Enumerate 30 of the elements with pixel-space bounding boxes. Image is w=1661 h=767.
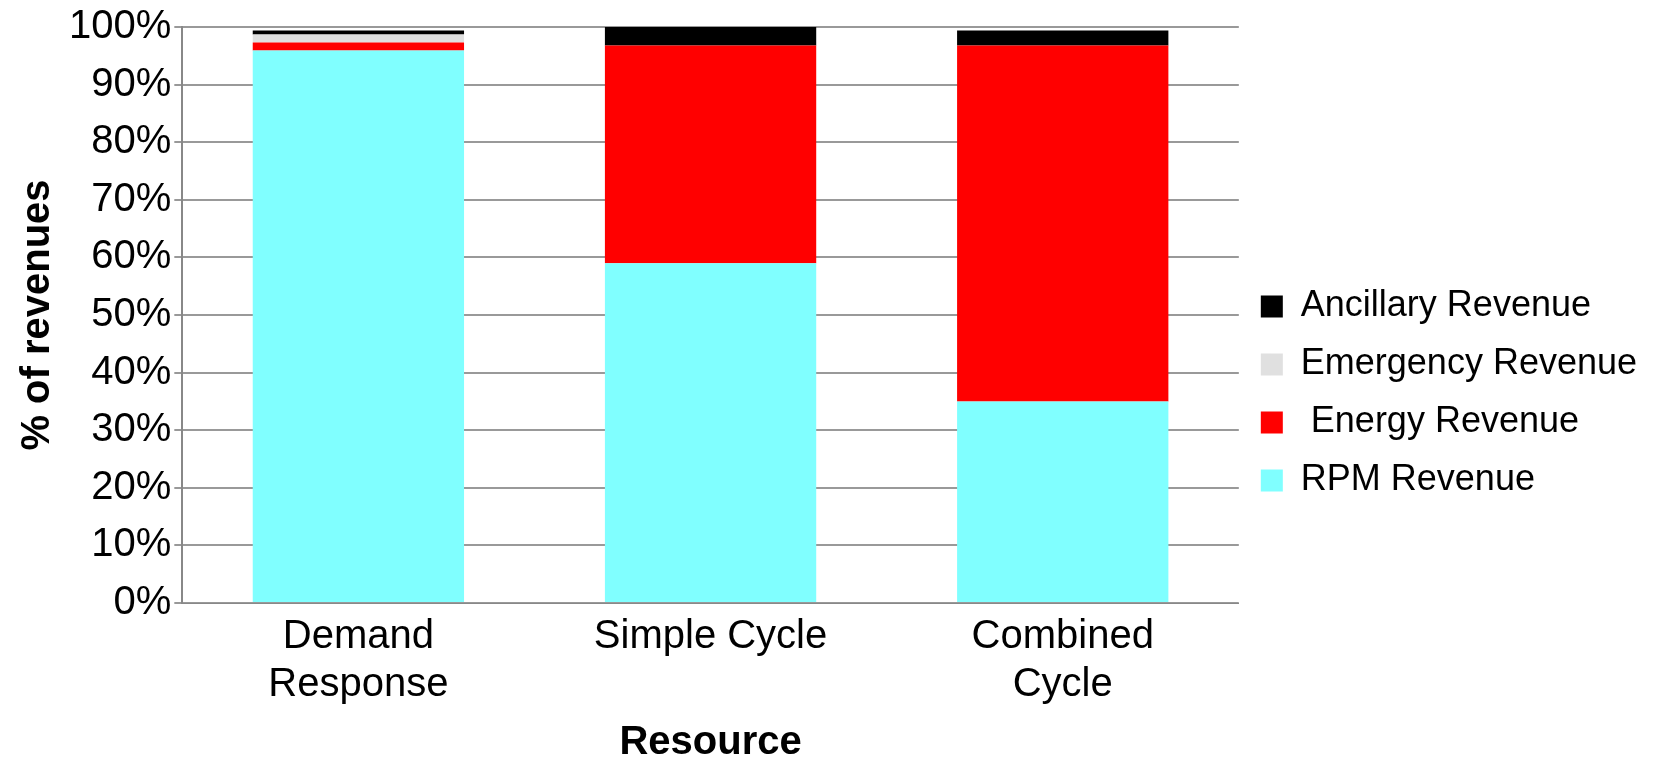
y-axis-title: % of revenues (13, 179, 58, 451)
y-tick-label: 80% (91, 117, 172, 162)
y-tick-label: 50% (91, 290, 172, 335)
y-tick-label: 40% (91, 347, 172, 392)
x-tick-label: Simple Cycle (593, 612, 828, 657)
legend-label: Emergency Revenue (1300, 341, 1638, 383)
bar (604, 27, 817, 46)
bar (252, 50, 465, 602)
y-tick-label: 60% (91, 232, 172, 277)
bar (957, 30, 1169, 46)
y-tick-label: 70% (91, 174, 172, 219)
bar (252, 34, 465, 43)
y-tick-label: 90% (91, 59, 172, 104)
x-tick-label: Demand Response (268, 612, 449, 705)
x-axis-title: Resource (619, 718, 802, 763)
y-tick-label: 100% (68, 2, 172, 47)
y-tick-label: 0% (113, 578, 172, 623)
y-tick-label: 30% (91, 405, 172, 450)
bar (252, 42, 465, 51)
bar (604, 45, 817, 264)
bar (604, 263, 817, 602)
y-tick-label: 20% (91, 462, 172, 507)
bar (957, 45, 1169, 402)
bar (957, 401, 1169, 602)
bar (252, 30, 465, 35)
x-tick-label: Combined Cycle (971, 612, 1154, 705)
legend-label: RPM Revenue (1300, 457, 1535, 499)
legend-label: Ancillary Revenue (1300, 283, 1591, 325)
y-tick-label: 10% (91, 520, 172, 565)
legend-label: Energy Revenue (1300, 399, 1580, 441)
